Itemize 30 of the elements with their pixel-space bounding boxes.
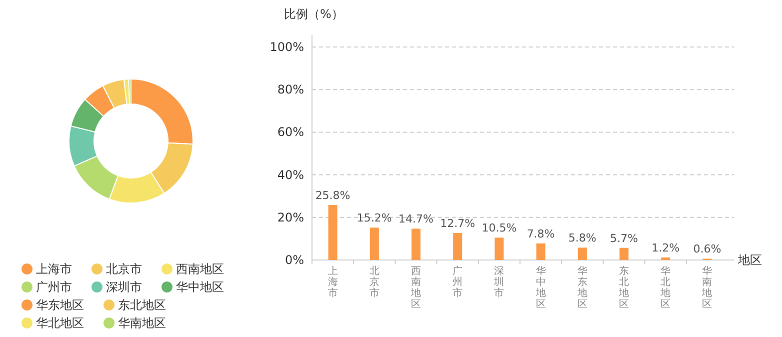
x-tick-label: 深圳市: [493, 265, 504, 299]
x-tick-label: 北京市: [369, 265, 380, 299]
data-label: 0.6%: [693, 242, 722, 256]
legend-label: 华北地区: [36, 316, 84, 330]
y-tick-label: 100%: [270, 40, 304, 54]
data-label: 15.2%: [356, 212, 392, 225]
y-tick-label: 80%: [277, 82, 304, 97]
data-label: 5.7%: [610, 232, 638, 245]
y-axis-title: 比例（%）: [284, 7, 344, 21]
y-tick-label: 0%: [284, 253, 304, 267]
data-label: 12.7%: [440, 216, 476, 230]
data-label: 5.8%: [568, 232, 596, 245]
data-label: 10.5%: [482, 222, 517, 235]
data-label: 25.8%: [315, 189, 350, 202]
y-tick-label: 20%: [277, 210, 304, 224]
y-tick-label: 40%: [277, 168, 304, 182]
x-tick-label: 华南地区: [701, 265, 712, 310]
x-tick-label: 上海市: [328, 265, 338, 299]
x-tick-label: 华中地区: [534, 265, 546, 310]
x-tick-label: 东北地区: [618, 265, 629, 310]
legend-label: 华南地区: [118, 316, 166, 330]
data-label: 14.7%: [398, 212, 434, 226]
data-label: 1.2%: [652, 241, 680, 254]
x-tick-label: 华东地区: [576, 265, 588, 310]
y-tick-label: 60%: [277, 125, 304, 140]
x-axis-title: 地区: [737, 253, 762, 267]
x-tick-label: 西南地区: [410, 266, 421, 310]
x-tick-label: 华北地区: [660, 265, 671, 310]
x-tick-label: 广州市: [452, 265, 463, 299]
data-label: 7.8%: [526, 227, 555, 240]
